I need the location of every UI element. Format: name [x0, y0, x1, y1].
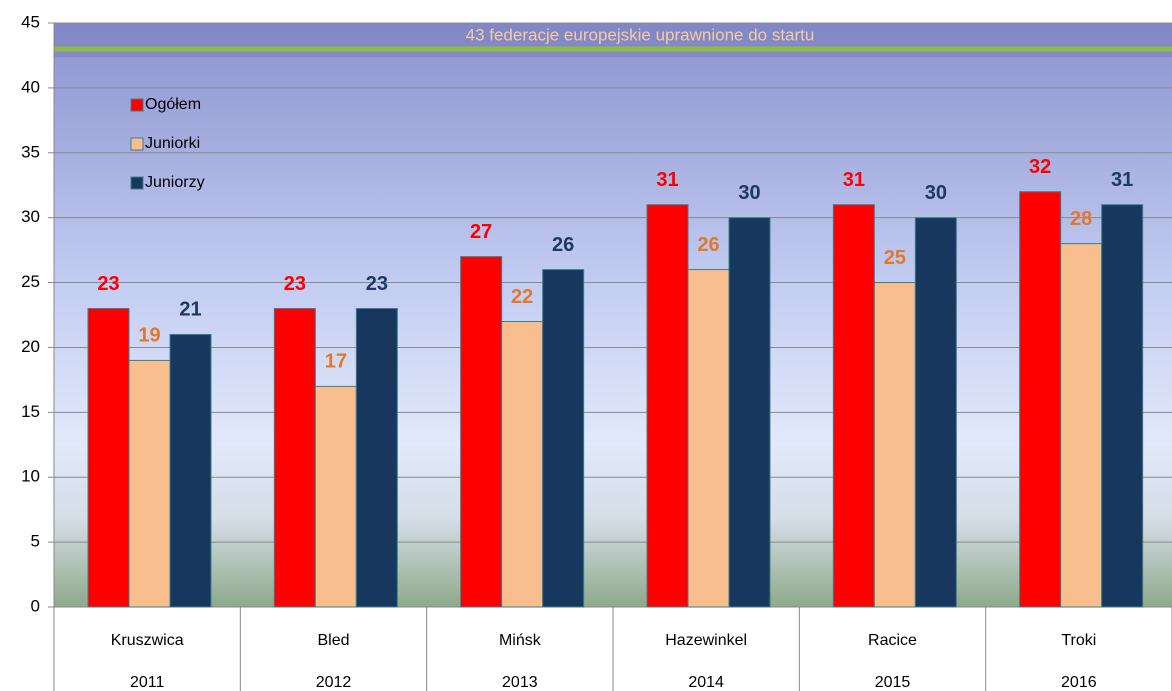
bar [728, 217, 771, 608]
data-label: 31 [843, 169, 865, 191]
bar [1060, 243, 1103, 608]
y-tick-label: 20 [21, 337, 40, 356]
bar [1019, 191, 1062, 608]
bar [314, 385, 357, 608]
y-tick-label: 25 [21, 272, 40, 291]
x-tick-label: Bled [317, 632, 349, 649]
x-tick-label: Mińsk [499, 632, 542, 649]
x-subcategory-label: 2015 [875, 674, 911, 691]
x-subcategory-label: 2012 [316, 674, 352, 691]
data-label: 32 [1029, 156, 1051, 178]
legend-swatch [130, 137, 144, 151]
data-label: 28 [1070, 208, 1092, 230]
x-subcategory-label: 2016 [1061, 674, 1097, 691]
data-label: 26 [552, 234, 574, 256]
bar [128, 359, 171, 608]
data-label: 30 [738, 182, 760, 204]
data-label: 19 [138, 325, 160, 347]
data-label: 23 [284, 273, 306, 295]
y-tick-label: 0 [31, 596, 40, 615]
bar [914, 217, 957, 608]
data-label: 23 [366, 273, 388, 295]
x-tick-label: Troki [1061, 632, 1096, 649]
y-tick-label: 40 [21, 77, 40, 96]
y-tick-label: 5 [31, 532, 40, 551]
data-label: 30 [925, 182, 947, 204]
y-tick-label: 35 [21, 142, 40, 161]
data-label: 31 [656, 169, 678, 191]
bar [687, 269, 730, 608]
data-label: 31 [1111, 169, 1133, 191]
bar [832, 204, 875, 608]
bar [169, 333, 212, 608]
x-tick-label: Kruszwica [111, 632, 184, 649]
bar [355, 308, 398, 608]
legend-label: Juniorzy [145, 174, 205, 191]
bar [1101, 204, 1144, 608]
reference-label: 43 federacje europejskie uprawnione do s… [466, 25, 815, 44]
bar [460, 256, 503, 608]
data-label: 21 [179, 299, 201, 321]
legend-label: Juniorki [145, 135, 200, 152]
x-tick-label: Racice [868, 632, 917, 649]
bar [873, 282, 916, 608]
y-tick-label: 10 [21, 467, 40, 486]
data-label: 22 [511, 286, 533, 308]
x-subcategory-label: 2011 [130, 674, 165, 691]
data-label: 27 [470, 221, 492, 243]
legend-swatch [130, 98, 144, 112]
x-subcategory-label: 2013 [502, 674, 538, 691]
bar [501, 320, 544, 608]
bar [273, 308, 316, 608]
x-subcategory-label: 2014 [688, 674, 724, 691]
y-tick-label: 30 [21, 207, 40, 226]
data-label: 25 [884, 247, 906, 269]
bar [87, 308, 130, 608]
data-label: 23 [97, 273, 119, 295]
y-tick-label: 45 [21, 12, 40, 31]
data-label: 26 [697, 234, 719, 256]
data-label: 17 [325, 351, 347, 373]
legend-label: Ogółem [145, 96, 201, 113]
y-tick-label: 15 [21, 402, 40, 421]
x-tick-label: Hazewinkel [665, 632, 747, 649]
bar [542, 269, 585, 608]
legend-swatch [130, 176, 144, 190]
bar [646, 204, 689, 608]
plot-background [54, 23, 1172, 607]
